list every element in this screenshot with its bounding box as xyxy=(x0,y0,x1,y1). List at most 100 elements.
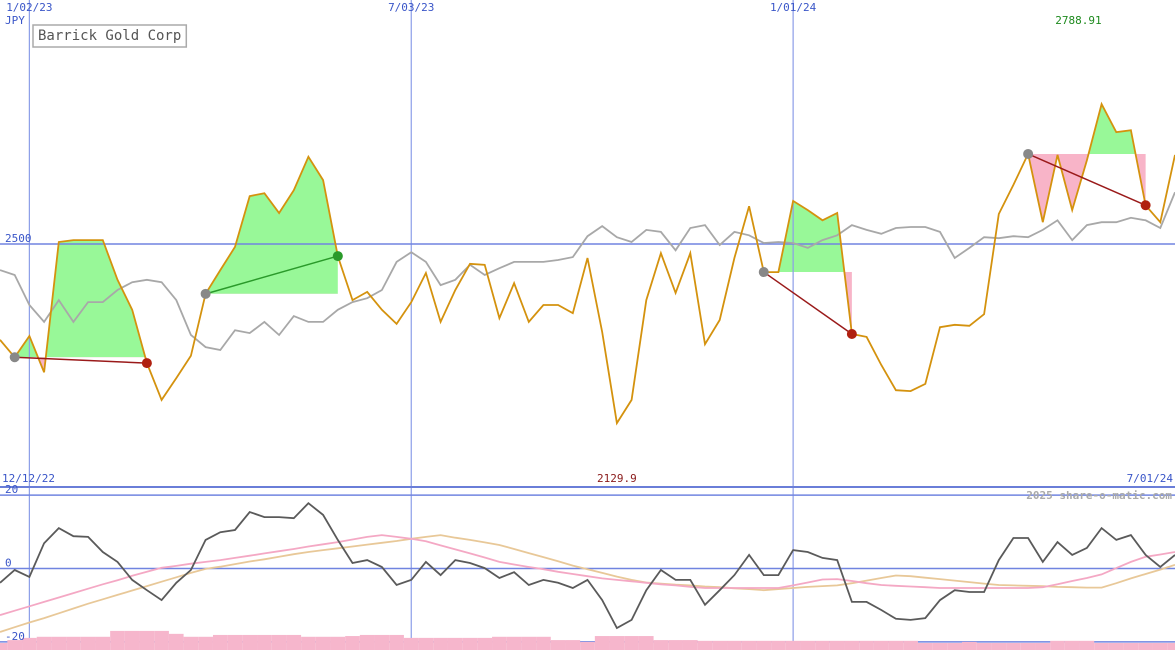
bar xyxy=(1138,643,1153,650)
bar xyxy=(124,630,140,650)
bar xyxy=(315,636,331,650)
bar xyxy=(727,640,742,650)
bar xyxy=(95,636,111,650)
bar xyxy=(154,630,169,650)
bar xyxy=(1094,643,1109,650)
series-line xyxy=(0,501,1175,630)
bar xyxy=(1167,643,1175,650)
trade-area xyxy=(1028,104,1146,154)
bar xyxy=(257,634,272,650)
y-tick-label: 2500 xyxy=(5,232,32,245)
bar xyxy=(462,637,478,650)
bar xyxy=(242,634,258,650)
bar xyxy=(1006,643,1021,650)
bar xyxy=(962,641,977,650)
x-tick-label: 12/12/22 xyxy=(2,472,55,485)
bar xyxy=(227,634,243,650)
bar xyxy=(389,634,404,650)
y-tick-label: 0 xyxy=(5,557,12,570)
trade-shading xyxy=(14,104,1146,373)
trade-entry xyxy=(1023,148,1034,159)
bar xyxy=(756,640,772,650)
trade-entry xyxy=(758,267,769,278)
bar xyxy=(374,634,390,650)
bar xyxy=(829,640,845,650)
markers xyxy=(9,148,1151,369)
bar xyxy=(0,643,8,650)
bar xyxy=(1123,643,1139,650)
bar xyxy=(653,640,669,650)
bar xyxy=(771,640,786,650)
trade-entry xyxy=(9,352,20,363)
bar xyxy=(594,636,610,650)
bar xyxy=(844,640,860,650)
series-line xyxy=(0,534,1175,633)
bar xyxy=(976,643,992,650)
bar xyxy=(903,640,918,650)
bar xyxy=(580,641,595,650)
low-label: 2129.9 xyxy=(597,472,637,485)
bar xyxy=(536,636,551,650)
bar xyxy=(110,630,125,650)
x-tick-label: 7/03/23 xyxy=(388,1,434,14)
bar xyxy=(668,640,683,650)
x-tick-label: 7/01/24 xyxy=(1127,472,1174,485)
bar xyxy=(991,643,1007,650)
bar xyxy=(521,636,537,650)
bar xyxy=(888,640,904,650)
bar xyxy=(682,640,698,650)
bar xyxy=(565,640,581,650)
bar xyxy=(286,634,302,650)
title-box xyxy=(32,24,188,48)
trade-exit xyxy=(1140,200,1151,211)
bar xyxy=(433,637,448,650)
bar xyxy=(815,640,830,650)
bar xyxy=(198,636,213,650)
bar xyxy=(506,636,522,650)
trade-line xyxy=(763,271,853,335)
bar xyxy=(168,633,184,650)
bar xyxy=(345,636,360,650)
trade-entry xyxy=(200,288,211,299)
bar xyxy=(697,640,713,650)
bar xyxy=(1064,640,1080,650)
trade-area xyxy=(763,200,852,273)
bar xyxy=(1050,640,1065,650)
bar xyxy=(1152,643,1168,650)
bar xyxy=(212,634,228,650)
high-label: 2788.91 xyxy=(1055,14,1101,27)
bar xyxy=(859,640,874,650)
bar xyxy=(1035,643,1051,650)
trade-line xyxy=(14,356,147,364)
bar xyxy=(800,640,816,650)
series-line xyxy=(0,534,1175,616)
bar xyxy=(624,636,639,650)
chart-title: Barrick Gold Corp xyxy=(38,28,181,44)
unit-label: JPY xyxy=(5,14,25,27)
trade-line xyxy=(1027,153,1146,206)
series-line xyxy=(0,101,1175,426)
trade-exit xyxy=(846,329,857,340)
bar xyxy=(1020,643,1036,650)
credit: 2025 share-o-matic.com xyxy=(1026,489,1172,502)
bar xyxy=(36,636,52,650)
bar xyxy=(785,640,801,650)
bar xyxy=(917,643,933,650)
bar xyxy=(7,640,23,650)
bar xyxy=(359,634,375,650)
y-tick-label: -20 xyxy=(5,630,25,643)
bar xyxy=(447,637,463,650)
bar xyxy=(873,640,889,650)
bar xyxy=(66,636,81,650)
bar xyxy=(139,630,155,650)
bar xyxy=(271,634,287,650)
trade-area xyxy=(205,156,338,294)
bar xyxy=(492,636,507,650)
trade-exit xyxy=(332,251,343,262)
x-tick-label: 1/02/23 xyxy=(6,1,52,14)
bar xyxy=(22,637,37,650)
